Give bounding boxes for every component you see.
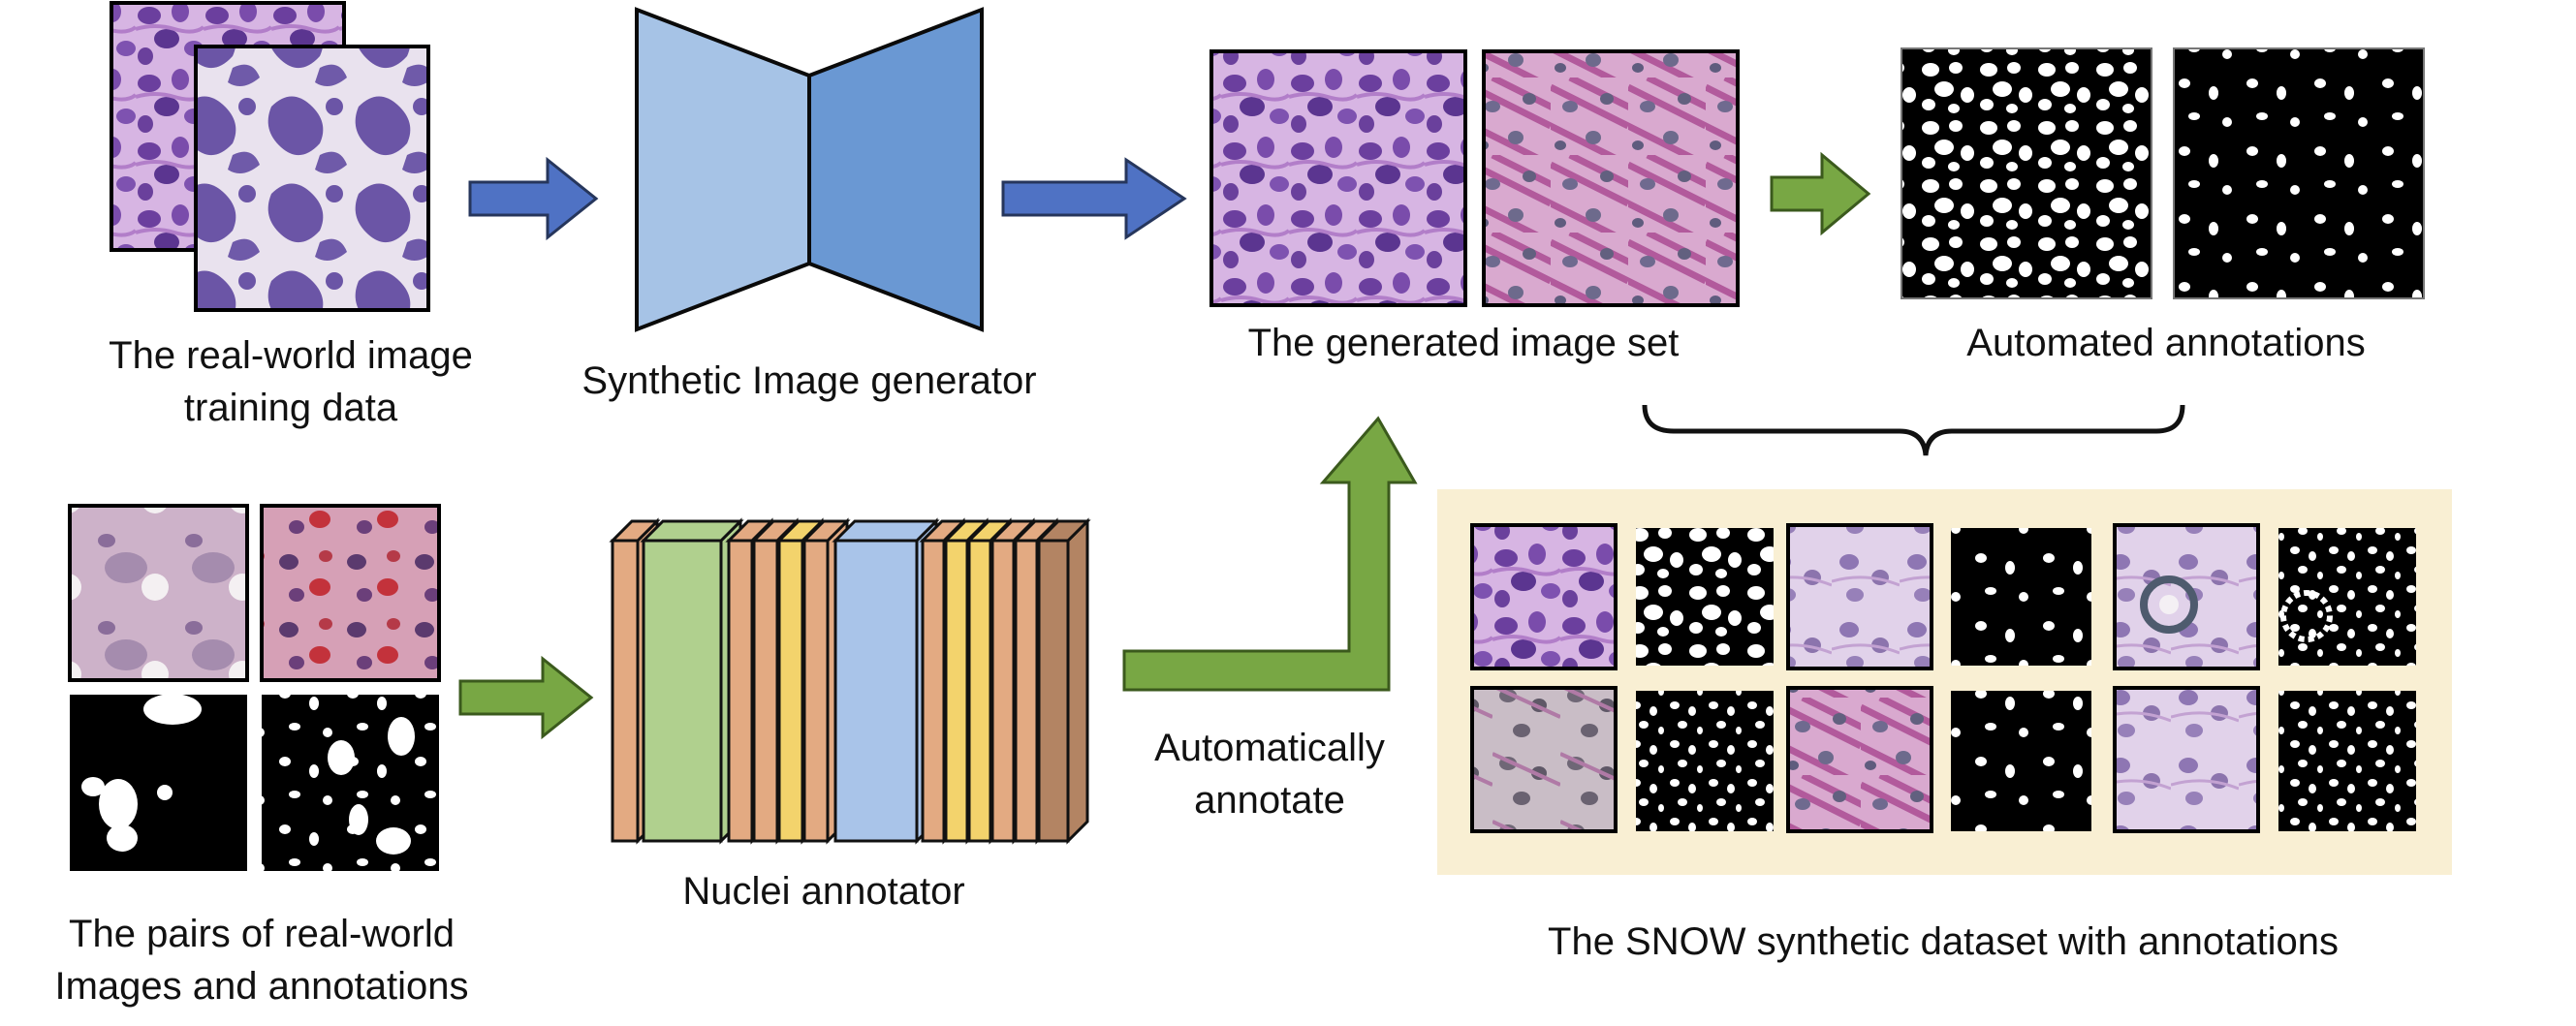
- pairs-label: The pairs of real-world Images and annot…: [0, 908, 523, 1012]
- generated-set-label: The generated image set: [1247, 322, 1680, 364]
- snow-dataset-label: The SNOW synthetic dataset with annotati…: [1548, 920, 2339, 963]
- arrow-to-annotations: [1770, 151, 1871, 236]
- network-layer-side: [1066, 517, 1089, 845]
- training-data-label-line2: training data: [183, 387, 398, 429]
- network-layer-front: [752, 539, 779, 843]
- arrow-to-annotator: [458, 655, 594, 740]
- network-layer-top: [832, 519, 940, 543]
- synthetic-image-generator-icon: [635, 7, 984, 332]
- training-data-label-line1: The real-world image: [109, 334, 473, 377]
- generated-images: [1209, 49, 1740, 307]
- network-layer-front: [1014, 539, 1039, 843]
- snow-dataset-grid: [1470, 523, 2416, 833]
- annotate-step-line1: Automatically: [1154, 727, 1385, 769]
- network-layer-front: [944, 539, 969, 843]
- pairs-label-line1: The pairs of real-world: [69, 913, 455, 955]
- arrow-to-generator: [468, 156, 599, 241]
- annotator-label: Nuclei annotator: [682, 870, 965, 913]
- training-data-label: The real-world image training data: [39, 329, 543, 434]
- network-layer: [1035, 517, 1091, 845]
- network-layer-front: [967, 539, 992, 843]
- annotate-step-label: Automatically annotate: [1085, 722, 1454, 826]
- network-layer-front: [727, 539, 754, 843]
- network-layer: [832, 517, 940, 845]
- pairs-label-line2: Images and annotations: [54, 965, 469, 1008]
- network-layer: [640, 517, 744, 845]
- real-image-annotation-pairs: [68, 504, 441, 871]
- automated-annotation-masks: [1901, 47, 2425, 299]
- arrow-to-generated-set: [1001, 157, 1187, 240]
- grouping-brace: [1642, 404, 2185, 456]
- network-layer-front: [777, 539, 804, 843]
- arrow-to-generated-set-from-annotator: [1122, 416, 1418, 692]
- network-layer-front: [1037, 539, 1070, 843]
- nuclei-annotator-network: [609, 517, 1091, 845]
- network-layer-front: [642, 539, 723, 843]
- network-layer-front: [802, 539, 830, 843]
- training-data-images: [110, 1, 430, 312]
- network-layer-front: [921, 539, 946, 843]
- automated-annotations-label: Automated annotations: [1966, 322, 2366, 364]
- network-layer-top: [640, 519, 744, 543]
- network-layer-front: [990, 539, 1016, 843]
- network-layer-front: [611, 539, 640, 843]
- network-layer-front: [833, 539, 919, 843]
- generator-label: Synthetic Image generator: [581, 359, 1037, 402]
- annotate-step-line2: annotate: [1194, 779, 1345, 822]
